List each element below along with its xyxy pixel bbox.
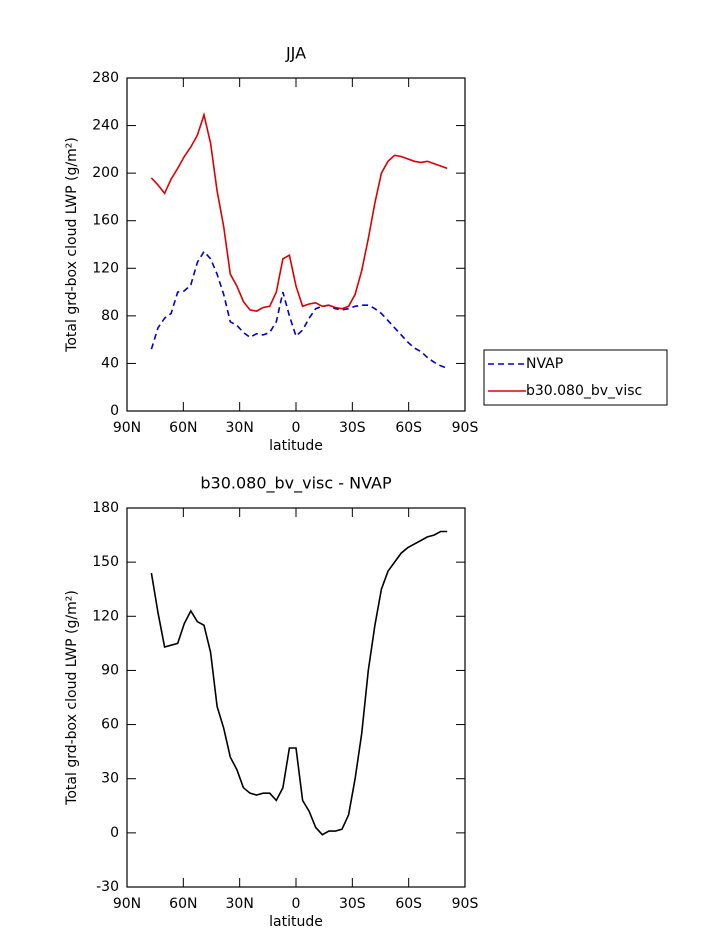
x-tick-label: 90S bbox=[452, 420, 479, 436]
chart-title: JJA bbox=[285, 44, 306, 63]
x-tick-label: 60S bbox=[395, 896, 422, 912]
legend-label: NVAP bbox=[526, 356, 563, 372]
y-tick-label: 280 bbox=[92, 70, 119, 86]
y-tick-label: 90 bbox=[101, 662, 119, 678]
y-tick-label: 0 bbox=[110, 825, 119, 841]
x-tick-label: 90N bbox=[113, 420, 141, 436]
y-tick-label: 150 bbox=[92, 554, 119, 570]
x-axis-label: latitude bbox=[269, 914, 323, 930]
y-axis-label: Total grd-box cloud LWP (g/m²) bbox=[64, 590, 80, 806]
x-tick-label: 60N bbox=[169, 420, 197, 436]
y-axis-label: Total grd-box cloud LWP (g/m²) bbox=[64, 137, 80, 353]
x-tick-label: 60N bbox=[169, 896, 197, 912]
y-tick-label: -30 bbox=[96, 879, 119, 895]
x-tick-label: 30S bbox=[339, 896, 366, 912]
x-tick-label: 30S bbox=[339, 420, 366, 436]
y-tick-label: 60 bbox=[101, 717, 119, 733]
x-tick-label: 90N bbox=[113, 896, 141, 912]
x-tick-label: 60S bbox=[395, 420, 422, 436]
data-line bbox=[150, 250, 448, 369]
y-tick-label: 120 bbox=[92, 260, 119, 276]
data-line bbox=[150, 111, 448, 312]
y-tick-label: 30 bbox=[101, 771, 119, 787]
y-tick-label: 240 bbox=[92, 118, 119, 134]
y-tick-label: 0 bbox=[110, 403, 119, 419]
y-tick-label: 200 bbox=[92, 165, 119, 181]
y-tick-label: 180 bbox=[92, 500, 119, 516]
x-tick-label: 0 bbox=[292, 896, 301, 912]
x-tick-label: 90S bbox=[452, 896, 479, 912]
data-line bbox=[150, 530, 448, 836]
x-tick-label: 30N bbox=[226, 420, 254, 436]
y-tick-label: 160 bbox=[92, 213, 119, 229]
x-axis-label: latitude bbox=[269, 438, 323, 454]
y-tick-label: 40 bbox=[101, 355, 119, 371]
y-tick-label: 80 bbox=[101, 308, 119, 324]
y-tick-label: 120 bbox=[92, 608, 119, 624]
legend-box bbox=[483, 349, 668, 406]
x-tick-label: 0 bbox=[292, 420, 301, 436]
x-tick-label: 30N bbox=[226, 896, 254, 912]
chart-title: b30.080_bv_visc - NVAP bbox=[200, 474, 392, 494]
legend-label: b30.080_bv_visc bbox=[526, 383, 642, 399]
